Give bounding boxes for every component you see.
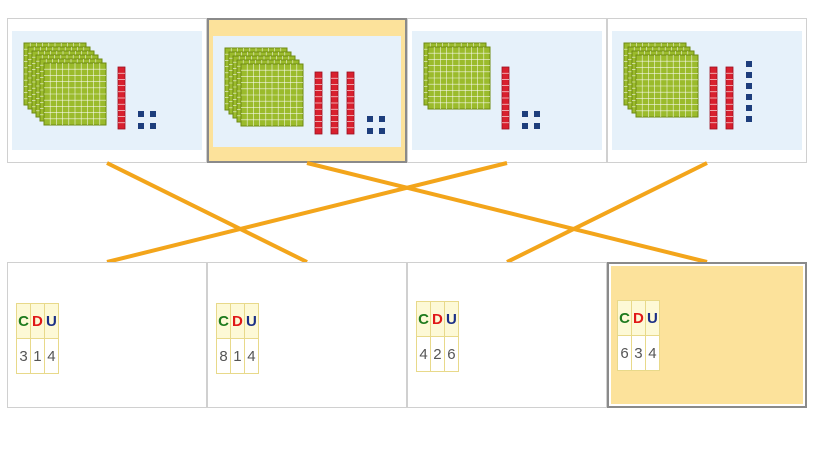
unit-cube [367, 128, 373, 134]
header-d: D [429, 301, 445, 337]
unit-cube [534, 123, 540, 129]
base-ten-blocks-2 [224, 47, 385, 135]
value-u: 4 [43, 338, 59, 374]
unit-cube [746, 72, 752, 78]
header-d: D [630, 300, 646, 336]
place-value-table: C D U 8 1 4 [216, 303, 259, 374]
header-c: C [16, 303, 31, 339]
blocks-picture [412, 31, 602, 150]
hundred-flat [427, 46, 491, 110]
blocks-picture [12, 31, 202, 150]
blocks-picture [213, 36, 401, 147]
base-ten-blocks-1 [23, 42, 156, 130]
header-u: U [644, 300, 660, 336]
match-line-4 [506, 161, 708, 264]
header-c: C [416, 301, 431, 337]
hundred-flat [43, 62, 107, 126]
ten-rod [314, 71, 323, 135]
place-value-table: C D U 4 2 6 [416, 301, 459, 372]
table-card-4[interactable]: C D U 6 3 4 [607, 262, 807, 408]
value-d: 3 [630, 335, 646, 371]
unit-cube [379, 128, 385, 134]
value-c: 4 [416, 336, 431, 372]
unit-cube [138, 111, 144, 117]
unit-cube [746, 61, 752, 67]
header-u: U [243, 303, 259, 339]
ten-rod [117, 66, 126, 130]
picture-card-4[interactable] [607, 18, 807, 163]
match-line-1 [106, 161, 308, 264]
unit-cube [379, 116, 385, 122]
match-line-2 [306, 161, 708, 264]
unit-cube [746, 94, 752, 100]
header-u: U [43, 303, 59, 339]
table-card-2[interactable]: C D U 8 1 4 [207, 262, 407, 408]
hundred-flat [635, 54, 699, 118]
ten-rod [330, 71, 339, 135]
value-c: 6 [617, 335, 632, 371]
table-card-1[interactable]: C D U 3 1 4 [7, 262, 207, 408]
value-u: 4 [243, 338, 259, 374]
value-d: 1 [229, 338, 245, 374]
header-d: D [229, 303, 245, 339]
header-d: D [29, 303, 45, 339]
unit-cube [138, 123, 144, 129]
value-c: 3 [16, 338, 31, 374]
picture-card-3[interactable] [407, 18, 607, 163]
picture-card-2[interactable] [207, 18, 407, 163]
header-c: C [617, 300, 632, 336]
table-card-3[interactable]: C D U 4 2 6 [407, 262, 607, 408]
base-ten-blocks-4 [623, 42, 752, 130]
header-c: C [216, 303, 231, 339]
unit-cube [522, 123, 528, 129]
unit-cube [746, 83, 752, 89]
hundred-flat [240, 63, 304, 127]
value-d: 2 [429, 336, 445, 372]
ten-rod [346, 71, 355, 135]
unit-cube [150, 123, 156, 129]
unit-cube [522, 111, 528, 117]
ten-rod [709, 66, 718, 130]
blocks-picture [612, 31, 802, 150]
header-u: U [443, 301, 459, 337]
match-line-3 [106, 161, 508, 264]
unit-cube [534, 111, 540, 117]
value-c: 8 [216, 338, 231, 374]
unit-cube [367, 116, 373, 122]
value-d: 1 [29, 338, 45, 374]
ten-rod [725, 66, 734, 130]
place-value-table: C D U 6 3 4 [617, 300, 660, 371]
value-u: 4 [644, 335, 660, 371]
place-value-table: C D U 3 1 4 [16, 303, 59, 374]
value-u: 6 [443, 336, 459, 372]
unit-cube [746, 105, 752, 111]
ten-rod [501, 66, 510, 130]
base-ten-blocks-3 [423, 42, 540, 130]
unit-cube [746, 116, 752, 122]
unit-cube [150, 111, 156, 117]
picture-card-1[interactable] [7, 18, 207, 163]
